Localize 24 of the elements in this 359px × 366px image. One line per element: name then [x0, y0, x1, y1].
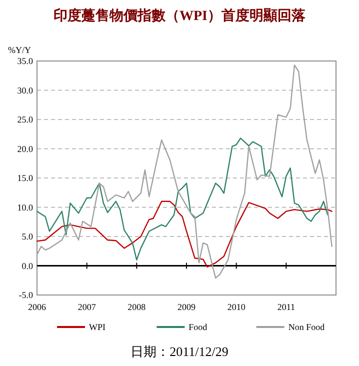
x-tick-label: 2007	[78, 302, 96, 312]
y-axis-title: %Y/Y	[8, 45, 32, 55]
x-tick-label: 2009	[178, 302, 196, 312]
legend-label: Non Food	[288, 322, 326, 332]
y-tick-label: 10.0	[17, 202, 34, 212]
legend-label: Food	[188, 322, 208, 332]
line-series	[36, 64, 332, 279]
x-tick-label: 2006	[28, 302, 46, 312]
x-tick-label: 2010	[227, 302, 246, 312]
y-tick-label: 25.0	[17, 114, 34, 124]
y-tick-label: 0.0	[22, 260, 34, 271]
x-tick-label: 2008	[128, 302, 146, 312]
y-tick-label: 15.0	[17, 173, 34, 183]
line-series	[36, 138, 328, 260]
legend-label: WPI	[89, 322, 106, 332]
x-tick-label: 2011	[277, 302, 296, 312]
y-tick-label: 20.0	[17, 144, 34, 154]
y-tick-label: 30.0	[17, 85, 34, 96]
text: 日期：2011/12/29	[130, 344, 228, 359]
chart-title: 印度躉售物價指數（WPI）首度明顯回落	[54, 7, 306, 24]
y-tick-label: -5.0	[18, 290, 34, 300]
y-tick-label: 5.0	[22, 232, 34, 242]
y-tick-label: 35.0	[17, 56, 34, 66]
line-series	[36, 200, 332, 268]
